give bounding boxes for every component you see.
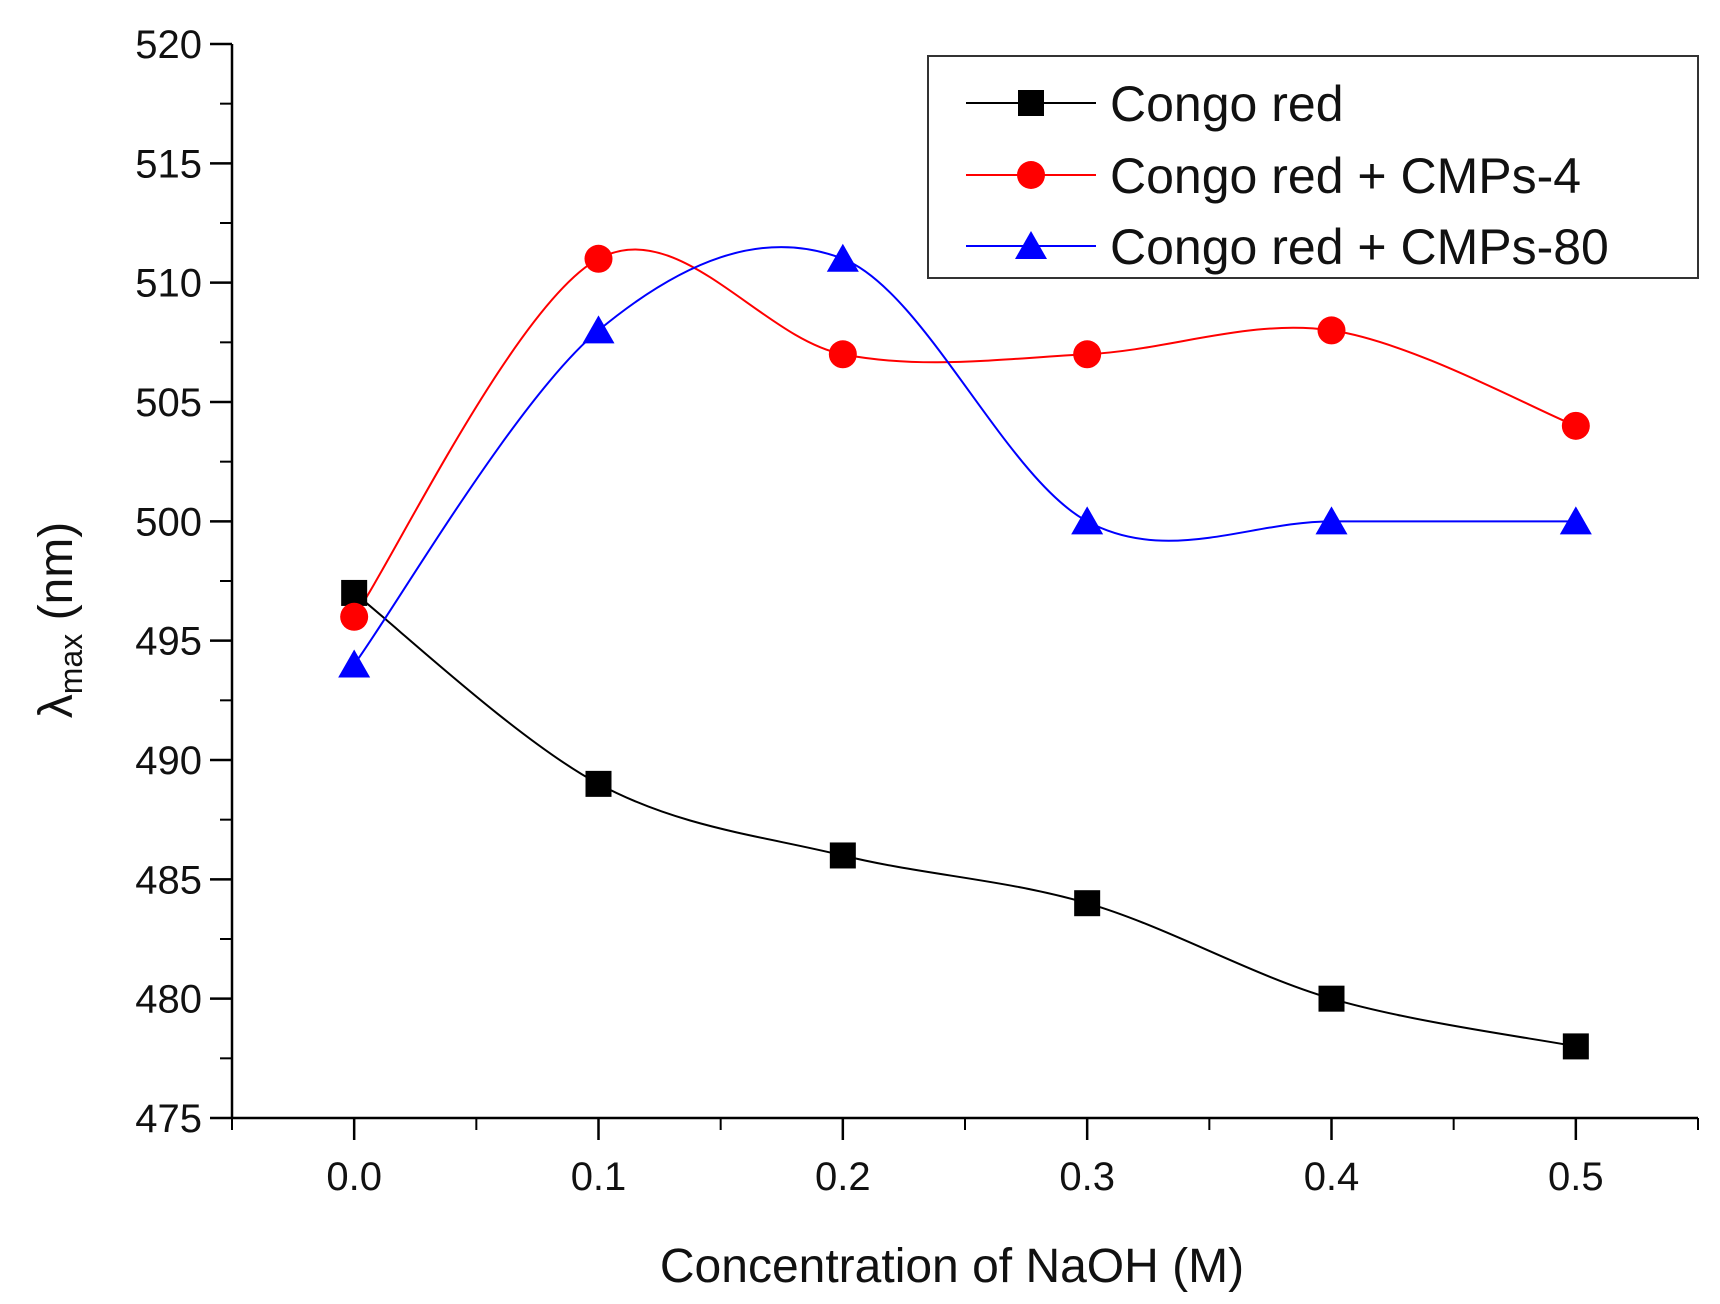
data-point-circle [1073,340,1102,369]
series-line-1 [353,248,1577,618]
data-point-triangle [1315,506,1348,535]
y-tick-label: 485 [135,858,202,902]
data-point-triangle [1559,506,1592,535]
data-point-circle [828,340,857,369]
x-tick-label: 0.5 [1548,1155,1604,1199]
legend-circle-marker-icon [1017,161,1045,189]
legend-triangle-marker-icon [1015,231,1047,259]
legend: Congo red Congo red + CMPs-4 Congo red +… [927,55,1699,279]
data-point-triangle [582,315,615,344]
y-axis-title-symbol: λ [30,694,83,718]
y-tick-label: 480 [135,978,202,1022]
y-tick-label: 515 [135,142,202,186]
y-axis-title-subscript: max [53,634,89,694]
x-tick-label: 0.2 [815,1155,871,1199]
plot-area [338,243,1592,1060]
y-axis-title: λmax (nm) [30,522,89,718]
legend-box [927,55,1699,279]
data-point-square [829,842,856,869]
y-tick-label: 490 [135,739,202,783]
data-point-circle [340,602,369,631]
data-point-circle [1561,411,1590,440]
data-point-square [1074,890,1101,917]
y-tick-label: 510 [135,262,202,306]
series-line-0 [353,592,1577,1048]
legend-label-cmps-4: Congo red + CMPs-4 [1110,148,1581,204]
data-point-circle [584,244,613,273]
legend-entry-congo-red: Congo red [966,76,1344,132]
x-axis-title: Concentration of NaOH (M) [660,1240,1244,1293]
data-point-square [1318,985,1345,1012]
x-tick-label: 0.1 [571,1155,627,1199]
legend-label-congo-red: Congo red [1110,76,1344,132]
legend-label-cmps-80: Congo red + CMPs-80 [1110,219,1609,275]
y-tick-label: 495 [135,620,202,664]
y-tick-label: 520 [135,23,202,67]
legend-entry-cmps-80: Congo red + CMPs-80 [966,219,1609,275]
data-point-triangle [1071,506,1104,535]
x-tick-label: 0.0 [326,1155,382,1199]
y-tick-label: 475 [135,1097,202,1141]
data-point-triangle [338,649,371,678]
x-tick-label: 0.4 [1304,1155,1360,1199]
data-point-square [585,770,612,797]
data-point-square [1562,1033,1589,1060]
y-axis-title-unit: (nm) [30,522,83,634]
legend-square-marker-icon [1018,90,1044,116]
data-point-square [341,579,368,606]
data-point-circle [1317,316,1346,345]
series-line-2 [353,246,1576,666]
axes: 475 480 485 490 495 500 505 510 515 520 0.0 0.1 0.2 0… [135,23,1699,1199]
legend-entry-cmps-4: Congo red + CMPs-4 [966,148,1581,204]
data-point-triangle [826,243,859,272]
y-tick-label: 505 [135,381,202,425]
x-tick-label: 0.3 [1059,1155,1115,1199]
y-tick-label: 500 [135,500,202,544]
